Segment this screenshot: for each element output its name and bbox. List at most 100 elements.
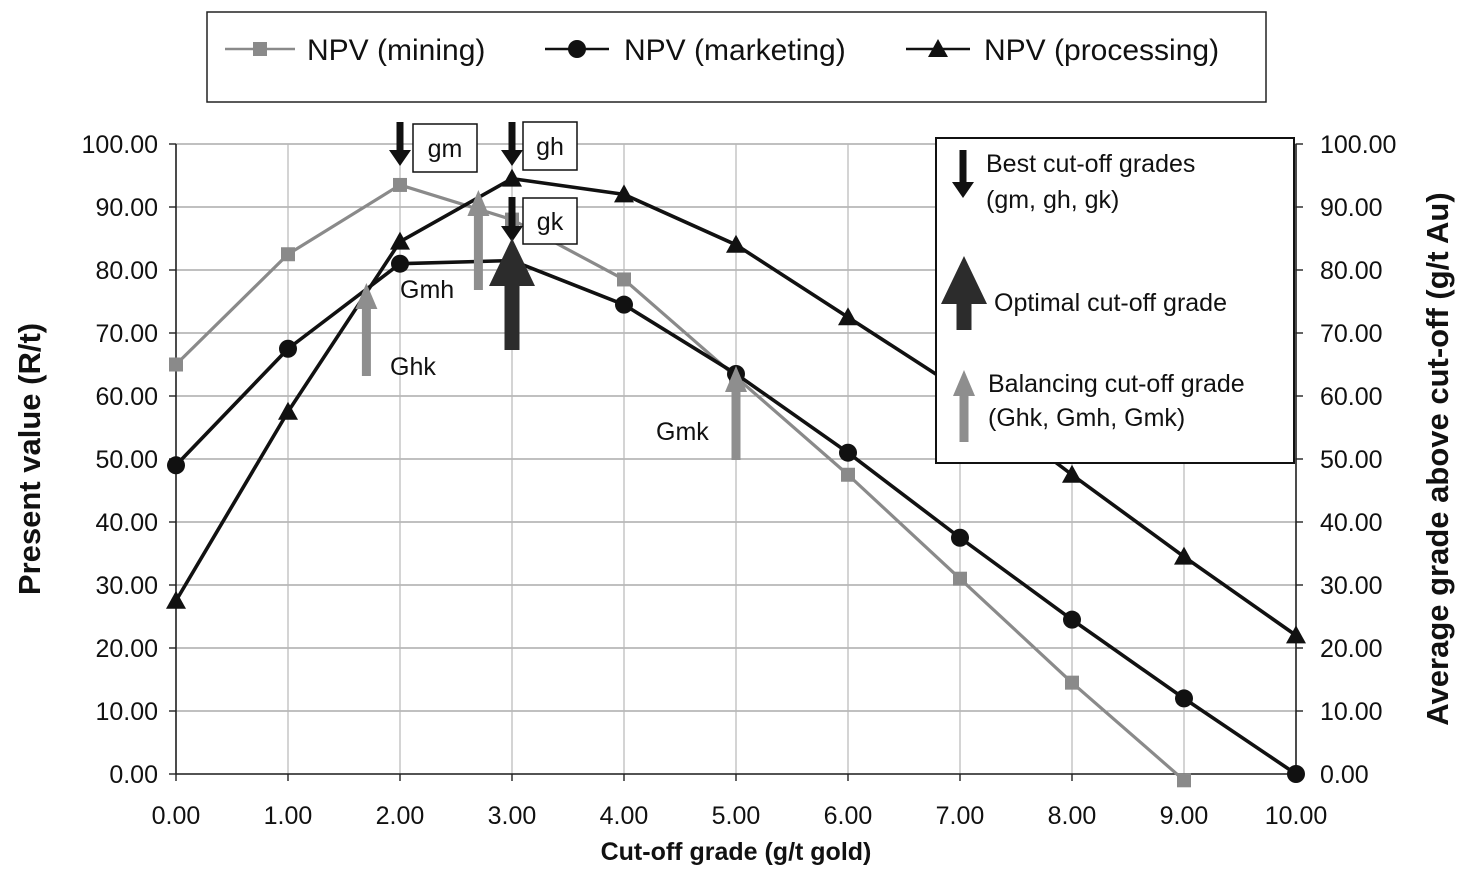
best-cutoff-arrow-gh-head: [501, 150, 523, 166]
y2-tick-label: 20.00: [1320, 635, 1383, 663]
best-cutoff-arrow-gh-shaft: [508, 122, 516, 152]
point-npv-processing: [1062, 464, 1082, 483]
y2-tick-label: 90.00: [1320, 194, 1383, 222]
y-tick-label: 60.00: [95, 383, 158, 411]
y-tick-label: 90.00: [95, 194, 158, 222]
legend-swatch-marker: [928, 39, 948, 57]
label-gm: gm: [412, 123, 478, 173]
x-tick-label: 8.00: [1048, 802, 1097, 830]
x-tick-label: 5.00: [712, 802, 761, 830]
point-npv-marketing: [615, 295, 633, 314]
axes: 0.00 0.00 10.00 10.00 20.00 20.00 30.00 30.00 40…: [12, 131, 1455, 866]
annotation-text-optimal: Optimal cut-off grade: [994, 289, 1227, 317]
balancing-arrow-gmk-shaft: [731, 390, 741, 460]
optimal-cutoff-arrow-head: [489, 238, 535, 286]
y2-axis-title: Average grade above cut-off (g/t Au): [1420, 192, 1455, 725]
x-tick-label: 1.00: [264, 802, 313, 830]
legend-label: NPV (processing): [984, 34, 1219, 67]
balancing-arrow-gmh: [467, 190, 490, 290]
annotation-symbol-balancing-head: [953, 370, 975, 396]
point-npv-processing: [166, 590, 186, 609]
best-cutoff-arrow-gk: [501, 197, 523, 242]
point-npv-mining: [169, 357, 183, 372]
annotation-text-best: Best cut-off grades: [986, 150, 1195, 178]
annotation-layer: gm gh gk Ghk Gmh Gmk: [355, 121, 747, 460]
label-gmh: Gmh: [400, 276, 454, 304]
annotation-text-balancing: (Ghk, Gmh, Gmk): [988, 404, 1185, 432]
point-npv-marketing: [839, 443, 857, 462]
y-tick-label: 100.00: [82, 131, 158, 159]
x-tick-label: 0.00: [152, 802, 201, 830]
point-npv-mining: [281, 247, 295, 262]
balancing-arrow-ghk: [355, 283, 378, 376]
y2-tick-label: 50.00: [1320, 446, 1383, 474]
y2-tick-label: 30.00: [1320, 572, 1383, 600]
point-npv-marketing: [1175, 689, 1193, 708]
balancing-arrow-gmk: [725, 366, 747, 460]
point-npv-processing: [278, 401, 298, 420]
point-npv-marketing: [279, 339, 297, 358]
best-cutoff-arrow-gm-head: [389, 150, 411, 166]
y2-tick-label: 80.00: [1320, 257, 1383, 285]
annotation-symbol-down-arrow: [952, 150, 974, 198]
y2-tick-label: 10.00: [1320, 698, 1383, 726]
y-tick-label: 10.00: [95, 698, 158, 726]
point-npv-mining: [393, 177, 407, 192]
legend-label: NPV (marketing): [624, 34, 846, 67]
balancing-arrow-ghk-shaft: [361, 307, 371, 376]
point-npv-processing: [1174, 546, 1194, 565]
annotation-symbol-optimal: [941, 256, 987, 330]
point-npv-processing: [838, 307, 858, 326]
point-npv-marketing: [951, 528, 969, 547]
annotation-symbol-optimal-shaft: [956, 302, 972, 330]
annotation-text-best: (gm, gh, gk): [986, 186, 1119, 214]
y-axis-title: Present value (R/t): [12, 323, 47, 595]
x-tick-label: 7.00: [936, 802, 985, 830]
legend-item-npv-mining: NPV (mining): [225, 34, 485, 67]
best-cutoff-arrow-gh: [501, 122, 523, 166]
legend: NPV (mining) NPV (marketing) NPV (processi…: [206, 11, 1267, 103]
label-gk-text: gk: [537, 208, 564, 236]
balancing-arrow-ghk-head: [355, 283, 378, 309]
best-cutoff-arrow-gm: [389, 122, 411, 166]
legend-swatch-marker: [253, 42, 267, 56]
legend-item-npv-marketing: NPV (marketing): [545, 34, 846, 67]
annotation-text-balancing: Balancing cut-off grade: [988, 370, 1245, 398]
label-gm-text: gm: [428, 135, 463, 163]
y-tick-label: 0.00: [109, 761, 158, 789]
y-tick-label: 20.00: [95, 635, 158, 663]
best-cutoff-arrow-gm-shaft: [396, 122, 404, 152]
y2-tick-label: 0.00: [1320, 761, 1369, 789]
legend-label: NPV (mining): [307, 34, 485, 67]
point-npv-processing: [502, 168, 522, 187]
x-tick-label: 10.00: [1265, 802, 1328, 830]
point-npv-mining: [617, 272, 631, 287]
x-axis-title: Cut-off grade (g/t gold): [601, 838, 872, 866]
point-npv-mining: [953, 571, 967, 586]
annotation-legend-box: Best cut-off grades (gm, gh, gk) Optimal c…: [935, 137, 1295, 464]
annotation-symbol-down-arrow-shaft: [959, 150, 967, 184]
y2-tick-label: 100.00: [1320, 131, 1396, 159]
y-tick-label: 30.00: [95, 572, 158, 600]
y2-tick-label: 60.00: [1320, 383, 1383, 411]
x-tick-label: 2.00: [376, 802, 425, 830]
label-gmk: Gmk: [656, 418, 709, 446]
x-tick-label: 4.00: [600, 802, 649, 830]
y-tick-label: 50.00: [95, 446, 158, 474]
point-npv-mining: [841, 467, 855, 482]
label-ghk: Ghk: [390, 353, 436, 381]
best-cutoff-arrow-gk-head: [501, 226, 523, 242]
annotation-symbol-balancing-shaft: [959, 394, 969, 442]
label-gh-text: gh: [536, 133, 564, 161]
point-npv-marketing: [1287, 765, 1305, 783]
point-npv-processing: [390, 231, 410, 250]
balancing-arrow-gmh-head: [467, 190, 490, 216]
annotation-symbol-balancing: [953, 370, 975, 442]
optimal-cutoff-arrow: [489, 238, 535, 350]
label-gk-box: [522, 197, 578, 245]
y2-tick-label: 70.00: [1320, 320, 1383, 348]
point-npv-marketing: [167, 456, 185, 475]
label-gh-box: [522, 121, 578, 171]
point-npv-marketing: [1063, 610, 1081, 629]
